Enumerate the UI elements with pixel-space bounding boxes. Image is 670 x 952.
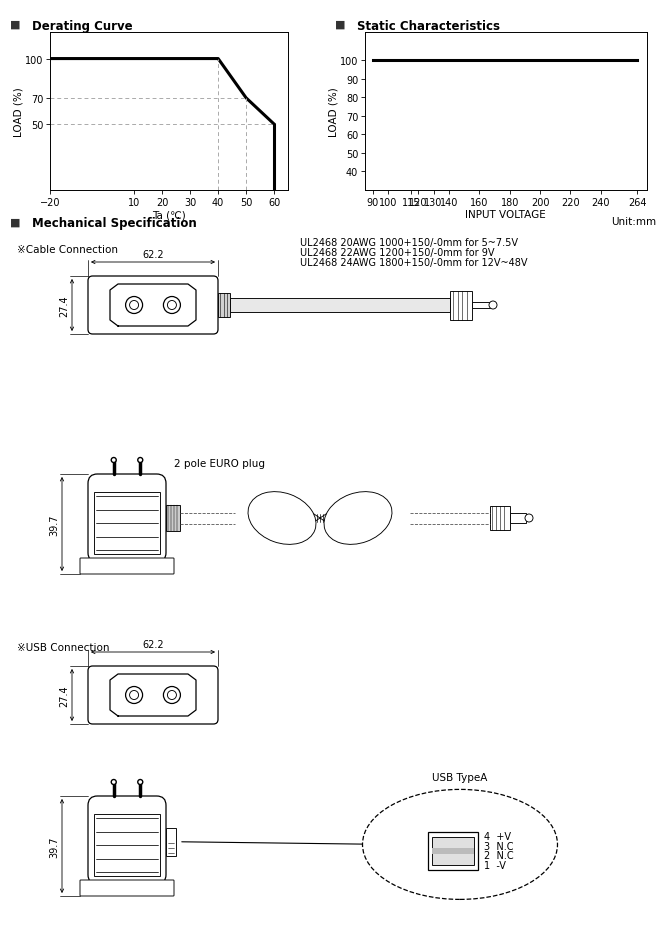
Circle shape	[125, 686, 143, 704]
X-axis label: INPUT VOLTAGE: INPUT VOLTAGE	[466, 210, 546, 220]
Text: Static Characteristics: Static Characteristics	[357, 20, 500, 32]
Bar	[94, 814, 160, 876]
Text: Derating Curve: Derating Curve	[32, 20, 133, 32]
Bar	[230, 299, 450, 312]
Y-axis label: LOAD (%): LOAD (%)	[328, 87, 338, 137]
Circle shape	[168, 691, 176, 700]
Bar	[218, 294, 230, 317]
Bar	[490, 506, 510, 530]
Y-axis label: LOAD (%): LOAD (%)	[13, 87, 23, 137]
Text: ※USB Connection: ※USB Connection	[17, 643, 109, 652]
Text: 27.4: 27.4	[59, 684, 69, 706]
Text: 1  -V: 1 -V	[484, 860, 506, 870]
Text: Mechanical Specification: Mechanical Specification	[32, 217, 197, 230]
Bar	[432, 838, 474, 865]
Text: 2 pole EURO plug: 2 pole EURO plug	[174, 459, 265, 468]
Circle shape	[125, 297, 143, 314]
Text: UL2468 20AWG 1000+150/-0mm for 5~7.5V: UL2468 20AWG 1000+150/-0mm for 5~7.5V	[300, 238, 518, 248]
Bar	[428, 833, 478, 870]
Text: 62.2: 62.2	[142, 640, 163, 649]
Bar	[166, 828, 176, 856]
Ellipse shape	[248, 492, 316, 545]
Bar	[166, 506, 180, 531]
FancyBboxPatch shape	[88, 277, 218, 335]
Circle shape	[163, 297, 180, 314]
Text: ※Cable Connection: ※Cable Connection	[17, 245, 118, 255]
Circle shape	[489, 302, 497, 309]
Circle shape	[129, 301, 139, 310]
Text: 4  +V: 4 +V	[484, 831, 511, 842]
Circle shape	[525, 514, 533, 523]
Circle shape	[138, 458, 143, 463]
Circle shape	[111, 780, 116, 784]
FancyBboxPatch shape	[88, 796, 166, 884]
Bar	[450, 291, 472, 320]
Bar	[510, 513, 526, 524]
Circle shape	[129, 691, 139, 700]
Bar	[94, 492, 160, 554]
Text: 27.4: 27.4	[59, 295, 69, 316]
Text: 2  N.C: 2 N.C	[484, 850, 514, 861]
Text: USB TypeA: USB TypeA	[432, 773, 488, 783]
Text: 3  N.C: 3 N.C	[484, 841, 513, 851]
Text: ■: ■	[335, 20, 346, 30]
Text: Unit:mm: Unit:mm	[612, 217, 657, 227]
Ellipse shape	[324, 492, 392, 545]
Circle shape	[111, 458, 116, 463]
FancyBboxPatch shape	[88, 666, 218, 724]
Text: UL2468 24AWG 1800+150/-0mm for 12V~48V: UL2468 24AWG 1800+150/-0mm for 12V~48V	[300, 258, 527, 268]
Circle shape	[138, 780, 143, 784]
X-axis label: Ta (℃): Ta (℃)	[152, 210, 186, 220]
FancyBboxPatch shape	[80, 880, 174, 896]
Bar	[472, 302, 490, 309]
FancyBboxPatch shape	[80, 559, 174, 574]
Circle shape	[168, 301, 176, 310]
Text: 39.7: 39.7	[49, 514, 59, 535]
Text: UL2468 22AWG 1200+150/-0mm for 9V: UL2468 22AWG 1200+150/-0mm for 9V	[300, 248, 494, 258]
Text: ■: ■	[10, 217, 21, 227]
FancyBboxPatch shape	[88, 474, 166, 563]
Circle shape	[163, 686, 180, 704]
Text: 62.2: 62.2	[142, 249, 163, 260]
Text: 39.7: 39.7	[49, 835, 59, 857]
Ellipse shape	[362, 789, 557, 900]
Bar	[432, 848, 474, 855]
Text: ■: ■	[10, 20, 21, 30]
